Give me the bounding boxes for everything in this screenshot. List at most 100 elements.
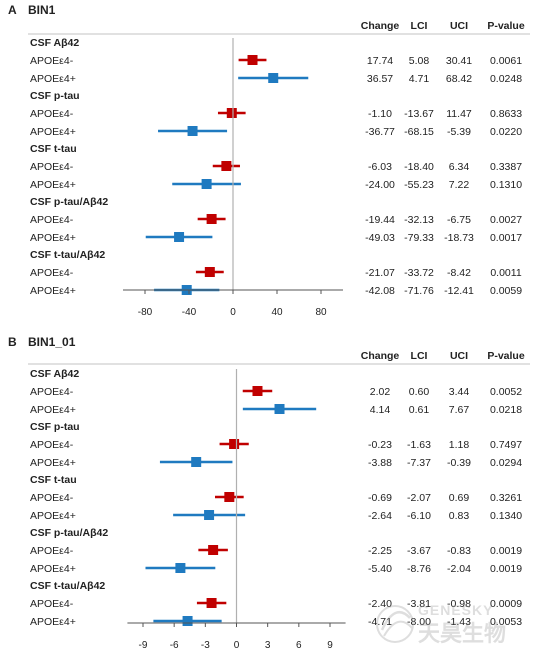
row-label: APOEε4+ bbox=[30, 126, 76, 138]
row-label: APOEε4+ bbox=[30, 404, 76, 416]
estimate-marker bbox=[224, 492, 235, 502]
group-label: CSF Aβ42 bbox=[30, 37, 79, 49]
change-value: 17.74 bbox=[367, 55, 393, 67]
lci-value: 5.08 bbox=[409, 55, 430, 67]
row-label: APOEε4+ bbox=[30, 232, 76, 244]
change-value: -1.10 bbox=[368, 108, 392, 120]
group-label: CSF p-tau bbox=[30, 421, 80, 433]
watermark: GENESKY 天昊生物 bbox=[376, 602, 506, 646]
x-tick-label: 6 bbox=[296, 640, 302, 651]
panel-a: A BIN1 Change LCI UCI P-value CSF Aβ42 APOEε4- 1… bbox=[8, 3, 530, 318]
column-header-lci: LCI bbox=[411, 20, 428, 32]
uci-value: -1.43 bbox=[447, 616, 471, 628]
lci-value: -7.37 bbox=[407, 457, 431, 469]
estimate-marker bbox=[229, 439, 240, 449]
lci-value: -13.67 bbox=[404, 108, 434, 120]
p-value: 0.3387 bbox=[490, 161, 522, 173]
group-label: CSF t-tau bbox=[30, 474, 77, 486]
column-header-uci: UCI bbox=[450, 20, 468, 32]
group-label: CSF p-tau/Aβ42 bbox=[30, 196, 108, 208]
estimate-marker bbox=[175, 563, 186, 573]
estimate-marker bbox=[247, 55, 258, 65]
estimate-marker bbox=[208, 545, 219, 555]
change-value: -42.08 bbox=[365, 285, 395, 297]
lci-value: -1.63 bbox=[407, 439, 431, 451]
x-tick-label: -80 bbox=[138, 307, 153, 318]
change-value: -21.07 bbox=[365, 267, 395, 279]
p-value: 0.0220 bbox=[490, 126, 522, 138]
x-tick-label: 0 bbox=[230, 307, 236, 318]
row-label: APOEε4- bbox=[30, 161, 74, 173]
p-value: 0.0009 bbox=[490, 598, 522, 610]
uci-value: -8.42 bbox=[447, 267, 471, 279]
estimate-marker bbox=[204, 267, 215, 277]
change-value: -49.03 bbox=[365, 232, 395, 244]
estimate-marker bbox=[201, 179, 212, 189]
x-tick-label: 0 bbox=[234, 640, 240, 651]
uci-value: 3.44 bbox=[449, 386, 470, 398]
column-header-p: P-value bbox=[487, 350, 525, 362]
uci-value: -2.04 bbox=[447, 563, 471, 575]
lci-value: -33.72 bbox=[404, 267, 434, 279]
uci-value: -12.41 bbox=[444, 285, 474, 297]
estimate-marker bbox=[204, 510, 215, 520]
p-value: 0.0061 bbox=[490, 55, 522, 67]
x-tick-label: 80 bbox=[315, 307, 327, 318]
p-value: 0.0052 bbox=[490, 386, 522, 398]
group-label: CSF Aβ42 bbox=[30, 368, 79, 380]
panel-letter: A bbox=[8, 3, 17, 17]
change-value: -4.71 bbox=[368, 616, 392, 628]
uci-value: 6.34 bbox=[449, 161, 470, 173]
change-value: -0.69 bbox=[368, 492, 392, 504]
lci-value: 0.61 bbox=[409, 404, 430, 416]
group-label: CSF t-tau/Aβ42 bbox=[30, 249, 105, 261]
column-header-change: Change bbox=[361, 350, 400, 362]
lci-value: -79.33 bbox=[404, 232, 434, 244]
uci-value: 7.22 bbox=[449, 179, 470, 191]
estimate-marker bbox=[274, 404, 285, 414]
p-value: 0.0017 bbox=[490, 232, 522, 244]
x-tick-label: -40 bbox=[182, 307, 197, 318]
uci-value: 7.67 bbox=[449, 404, 470, 416]
lci-value: -32.13 bbox=[404, 214, 434, 226]
row-label: APOEε4+ bbox=[30, 563, 76, 575]
p-value: 0.0019 bbox=[490, 563, 522, 575]
uci-value: -18.73 bbox=[444, 232, 474, 244]
estimate-marker bbox=[268, 73, 279, 83]
p-value: 0.1310 bbox=[490, 179, 522, 191]
row-label: APOEε4- bbox=[30, 55, 74, 67]
panel-b: B BIN1_01 Change LCI UCI P-value CSF Aβ42 APOEε… bbox=[8, 335, 530, 651]
uci-value: -5.39 bbox=[447, 126, 471, 138]
lci-value: -55.23 bbox=[404, 179, 434, 191]
lci-value: -8.76 bbox=[407, 563, 431, 575]
uci-value: 0.69 bbox=[449, 492, 470, 504]
p-value: 0.3261 bbox=[490, 492, 522, 504]
p-value: 0.0294 bbox=[490, 457, 522, 469]
change-value: -0.23 bbox=[368, 439, 392, 451]
change-value: -24.00 bbox=[365, 179, 395, 191]
column-header-uci: UCI bbox=[450, 350, 468, 362]
lci-value: -68.15 bbox=[404, 126, 434, 138]
row-label: APOEε4- bbox=[30, 439, 74, 451]
x-tick-label: 40 bbox=[271, 307, 283, 318]
row-label: APOEε4+ bbox=[30, 285, 76, 297]
group-label: CSF p-tau bbox=[30, 90, 80, 102]
estimate-marker bbox=[182, 616, 193, 626]
change-value: -19.44 bbox=[365, 214, 395, 226]
lci-value: -3.81 bbox=[407, 598, 431, 610]
p-value: 0.0027 bbox=[490, 214, 522, 226]
x-tick-label: 9 bbox=[327, 640, 333, 651]
estimate-marker bbox=[174, 232, 185, 242]
row-label: APOEε4- bbox=[30, 108, 74, 120]
x-tick-label: 3 bbox=[265, 640, 271, 651]
watermark-logo-icon bbox=[376, 605, 414, 643]
uci-value: 0.83 bbox=[449, 510, 470, 522]
lci-value: 0.60 bbox=[409, 386, 430, 398]
lci-value: -2.07 bbox=[407, 492, 431, 504]
watermark-cjk-text: 天昊生物 bbox=[418, 621, 506, 646]
uci-value: 30.41 bbox=[446, 55, 472, 67]
p-value: 0.1340 bbox=[490, 510, 522, 522]
x-tick-label: -3 bbox=[201, 640, 210, 651]
panel-letter: B bbox=[8, 335, 17, 349]
row-label: APOEε4+ bbox=[30, 510, 76, 522]
